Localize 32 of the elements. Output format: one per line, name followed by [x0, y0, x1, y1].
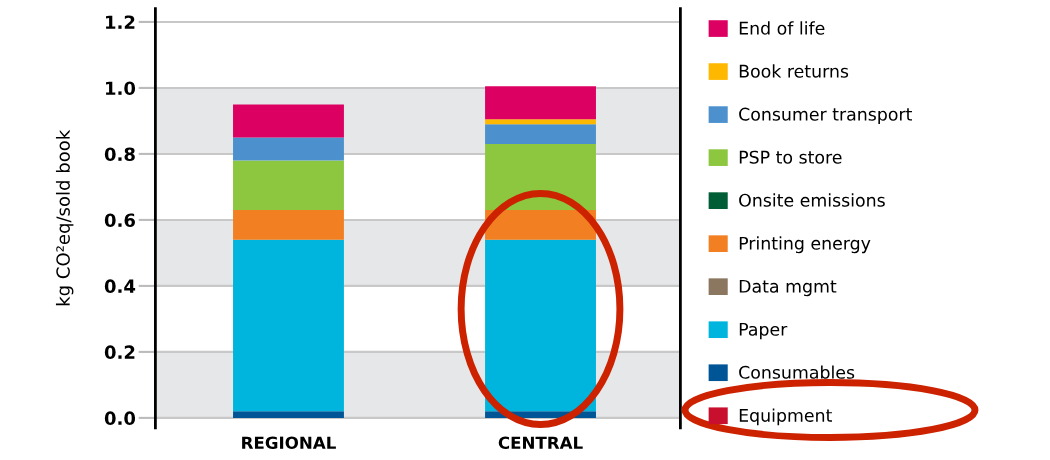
y-tick-label: 0.0: [104, 411, 136, 426]
legend-label: End of life: [739, 21, 825, 35]
bar: [485, 86, 596, 120]
y-tick-label: 0.2: [104, 345, 135, 360]
bar: [233, 137, 344, 161]
bar: [233, 239, 344, 412]
legend-label: Equipment: [739, 408, 832, 426]
y-tick-label: 1.0: [106, 81, 136, 96]
bar: [485, 119, 596, 125]
y-tick-label: 1.2: [106, 15, 135, 29]
legend-label: Consumables: [739, 365, 855, 379]
legend-label: Printing energy: [739, 236, 871, 254]
y-tick-label: 0.6: [104, 213, 135, 228]
bar: [233, 411, 344, 418]
y-tick-label: 0.4: [104, 279, 136, 294]
legend-label: Book returns: [739, 64, 849, 78]
legend-label: Consumer transport: [739, 107, 912, 125]
legend-label: Data mgmt: [739, 279, 837, 297]
bar: [485, 124, 596, 145]
x-tick-label: CENTRAL: [498, 436, 583, 450]
y-axis-title: kg CO²eq/sold book: [55, 129, 74, 306]
legend-label: Paper: [739, 322, 788, 340]
y-tick-label: 0.8: [104, 147, 135, 162]
bar: [233, 104, 344, 138]
legend-label: PSP to store: [739, 150, 842, 164]
bar: [233, 210, 344, 240]
legend-label: Onsite emissions: [739, 193, 885, 207]
bar: [233, 160, 344, 211]
bar: [485, 239, 596, 412]
bar: [485, 144, 596, 211]
bar: [485, 210, 596, 240]
x-tick-label: REGIONAL: [242, 436, 336, 450]
